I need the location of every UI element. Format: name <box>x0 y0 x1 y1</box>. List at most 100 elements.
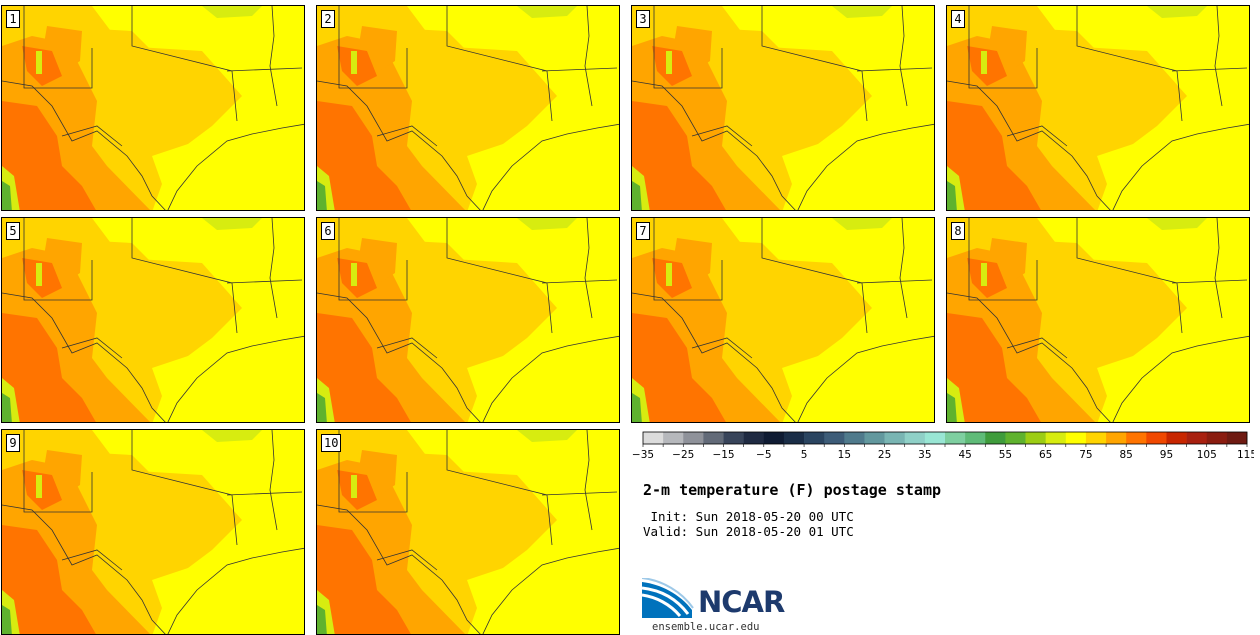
temperature-map <box>317 6 619 210</box>
temperature-map <box>947 6 1249 210</box>
forecast-panel: 1 <box>1 5 305 211</box>
temperature-field-cool <box>517 6 577 18</box>
map-boundary-line <box>1076 218 1183 334</box>
map-boundary-line <box>482 335 619 422</box>
colorbar-tick-label: −35 <box>632 449 654 461</box>
map-boundary-line <box>338 218 408 301</box>
map-boundary-line <box>899 6 908 107</box>
map-boundary-line <box>131 218 238 334</box>
map-boundary-line <box>761 6 868 122</box>
colorbar-tick-label: 35 <box>918 449 931 461</box>
chart-title: 2-m temperature (F) postage stamp <box>643 481 942 499</box>
map-boundary-line <box>2 504 166 634</box>
temperature-field-mild <box>467 550 619 634</box>
map-boundary-line <box>226 279 303 284</box>
temperature-field-mild <box>1097 126 1249 210</box>
map-boundary-line <box>1171 67 1248 72</box>
colorbar-tick-label: 15 <box>838 449 851 461</box>
temperature-field-cool <box>666 263 672 286</box>
forecast-panel: 5 <box>1 217 305 423</box>
map-boundary-line <box>541 279 618 284</box>
colorbar-swatch <box>1085 432 1107 444</box>
colorbar-swatch <box>1226 432 1248 444</box>
map-boundary-line <box>167 547 304 634</box>
temperature-field-hotter <box>2 313 96 422</box>
temperature-field-hotter <box>947 313 1041 422</box>
colorbar-swatch <box>1166 432 1187 444</box>
map-boundary-line <box>61 549 123 571</box>
map-boundary-line <box>376 337 438 359</box>
forecast-panel: 9 <box>1 429 305 635</box>
member-number-label: 10 <box>321 434 342 452</box>
map-boundary-line <box>653 218 723 301</box>
map-boundary-line <box>1006 337 1068 359</box>
valid-time: Valid: Sun 2018-05-20 01 UTC <box>643 524 854 539</box>
temperature-field-cooler <box>317 181 327 210</box>
map-boundary-line <box>856 279 933 284</box>
temperature-colorbar: −35 −25 −15 −5 5 15 25 35 45 55 65 75 85 95 105 115 <box>632 431 1254 461</box>
map-boundary-line <box>61 337 123 359</box>
forecast-panel: 2 <box>316 5 620 211</box>
temperature-field-cooler <box>947 181 957 210</box>
colorbar-tick-label: −15 <box>712 449 734 461</box>
colorbar-tick-label: 55 <box>999 449 1012 461</box>
temperature-field-mild <box>782 338 934 422</box>
temperature-map <box>632 218 934 422</box>
forecast-panel: 7 <box>631 217 935 423</box>
colorbar-tick-label: 115 <box>1237 449 1254 461</box>
colorbar-swatch <box>723 432 744 444</box>
colorbar-swatch <box>643 432 664 444</box>
colorbar-swatch <box>1146 432 1167 444</box>
temperature-field-mild <box>467 338 619 422</box>
map-boundary-line <box>541 67 618 72</box>
temperature-field-cool <box>517 218 577 230</box>
temperature-field-cooler <box>317 393 327 422</box>
colorbar-swatch <box>824 432 845 444</box>
temperature-field-cool <box>202 430 262 442</box>
map-boundary-line <box>269 6 278 107</box>
temperature-field-cool <box>36 475 42 498</box>
colorbar-swatch <box>1045 432 1067 444</box>
temperature-map <box>947 218 1249 422</box>
temperature-field-cool <box>351 475 357 498</box>
colorbar-tick-label: 65 <box>1039 449 1052 461</box>
colorbar-swatch <box>1025 432 1046 444</box>
colorbar-tick-label: 75 <box>1079 449 1092 461</box>
temperature-map <box>2 218 304 422</box>
map-boundary-line <box>1112 335 1249 422</box>
temperature-map <box>317 218 619 422</box>
map-boundary-line <box>23 6 93 89</box>
map-boundary-line <box>338 6 408 89</box>
colorbar-swatch <box>783 432 805 444</box>
temperature-field-mild <box>1097 338 1249 422</box>
colorbar-tick-label: 85 <box>1120 449 1133 461</box>
map-boundary-line <box>446 218 553 334</box>
temperature-field-hotter <box>632 101 726 210</box>
temperature-field-cool <box>981 51 987 74</box>
colorbar-swatch <box>1206 432 1228 444</box>
colorbar-swatch <box>1186 432 1208 444</box>
map-boundary-line <box>2 292 166 422</box>
map-boundary-line <box>797 123 934 210</box>
map-boundary-line <box>691 125 753 147</box>
colorbar-tick-label: 5 <box>801 449 808 461</box>
forecast-panel: 10 <box>316 429 620 635</box>
colorbar-tick-label: 105 <box>1197 449 1217 461</box>
temperature-field-cooler <box>317 605 327 634</box>
map-boundary-line <box>584 430 593 531</box>
temperature-field-cooler <box>2 605 12 634</box>
colorbar-swatch <box>743 432 765 444</box>
colorbar-swatch <box>864 432 885 444</box>
temperature-field-cool <box>36 51 42 74</box>
map-boundary-line <box>269 218 278 319</box>
temperature-field-cool <box>351 51 357 74</box>
colorbar-swatch <box>663 432 684 444</box>
temperature-field-cooler <box>632 181 642 210</box>
map-boundary-line <box>61 125 123 147</box>
map-boundary-line <box>899 218 908 319</box>
map-boundary-line <box>2 80 166 210</box>
member-number-label: 1 <box>6 10 20 28</box>
map-boundary-line <box>584 6 593 107</box>
map-boundary-line <box>856 67 933 72</box>
colorbar-tick-label: 45 <box>958 449 971 461</box>
